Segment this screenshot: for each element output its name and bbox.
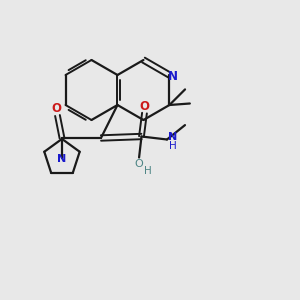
Text: O: O	[134, 159, 143, 169]
Text: O: O	[140, 100, 149, 113]
Text: N: N	[168, 132, 177, 142]
Text: H: H	[169, 141, 176, 151]
Text: H: H	[144, 166, 152, 176]
Text: O: O	[51, 102, 61, 116]
Text: N: N	[168, 70, 178, 83]
Text: N: N	[57, 154, 67, 164]
